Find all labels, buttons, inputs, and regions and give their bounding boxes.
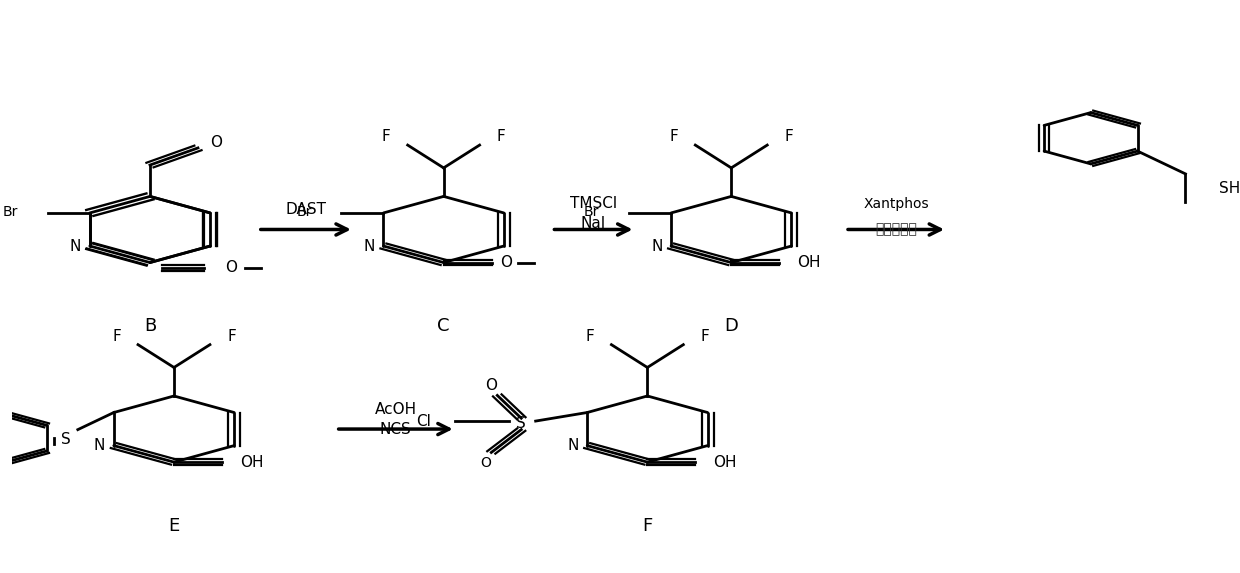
Text: N: N <box>567 438 579 453</box>
Text: Br: Br <box>584 205 599 219</box>
Text: OH: OH <box>797 255 821 270</box>
Text: DAST: DAST <box>285 202 326 217</box>
Text: Cl: Cl <box>417 414 432 429</box>
Text: NaI: NaI <box>580 216 606 231</box>
Text: D: D <box>724 317 738 335</box>
Text: N: N <box>651 238 662 253</box>
Text: C: C <box>438 317 450 335</box>
Text: OH: OH <box>713 454 737 470</box>
Text: F: F <box>670 129 678 144</box>
Text: F: F <box>227 328 236 344</box>
Text: F: F <box>497 129 506 144</box>
Text: N: N <box>363 238 374 253</box>
Text: TMSCl: TMSCl <box>570 197 618 211</box>
Text: N: N <box>69 238 81 253</box>
Text: F: F <box>382 129 391 144</box>
Text: SH: SH <box>1219 180 1240 195</box>
Text: Br: Br <box>296 205 311 219</box>
Text: F: F <box>701 328 709 344</box>
Text: Br: Br <box>2 205 17 219</box>
Text: F: F <box>585 328 594 344</box>
Text: 碱，催化剂: 碱，催化剂 <box>875 222 918 237</box>
Text: O: O <box>485 378 497 393</box>
Text: F: F <box>642 517 652 535</box>
Text: O: O <box>480 456 491 470</box>
Text: N: N <box>94 438 105 453</box>
Text: F: F <box>112 328 120 344</box>
Text: S: S <box>516 417 526 431</box>
Text: B: B <box>144 317 156 335</box>
Text: E: E <box>169 517 180 535</box>
Text: O: O <box>226 260 238 274</box>
Text: NCS: NCS <box>379 422 412 437</box>
Text: Xantphos: Xantphos <box>864 197 930 211</box>
Text: S: S <box>61 433 71 448</box>
Text: O: O <box>210 135 222 150</box>
Text: F: F <box>785 129 794 144</box>
Text: O: O <box>500 255 512 270</box>
Text: AcOH: AcOH <box>374 402 417 417</box>
Text: OH: OH <box>241 454 264 470</box>
